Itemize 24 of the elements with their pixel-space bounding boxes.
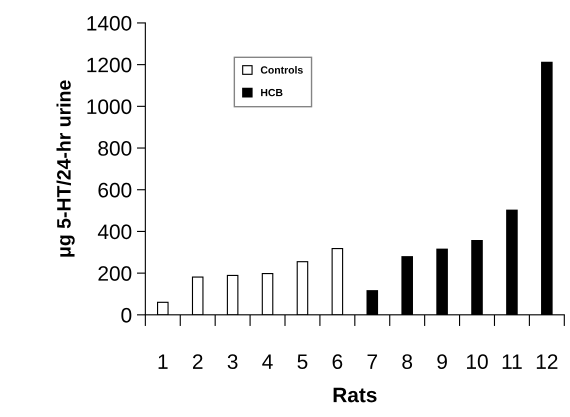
y-tick-label: 1400 bbox=[87, 16, 132, 31]
y-tick-label: 200 bbox=[98, 266, 132, 281]
y-tick-label: 1200 bbox=[87, 58, 132, 72]
y-tick-label: 800 bbox=[98, 141, 132, 156]
legend-label: HCB bbox=[261, 88, 282, 96]
x-tick-label: 4 bbox=[262, 354, 273, 369]
legend-label: Controls bbox=[260, 66, 303, 74]
x-tick-label: 3 bbox=[228, 354, 238, 370]
x-tick-label: 2 bbox=[192, 354, 202, 369]
x-tick-label: 1 bbox=[158, 354, 168, 369]
y-axis-title: μg 5-HT/24-hr urine bbox=[56, 80, 75, 257]
x-axis-title: Rats bbox=[334, 388, 377, 402]
y-tick-label: 400 bbox=[98, 224, 132, 240]
y-tick-label: 600 bbox=[98, 182, 132, 198]
x-tick-label: 5 bbox=[297, 354, 308, 370]
x-tick-label: 11 bbox=[502, 354, 522, 369]
x-tick-label: 6 bbox=[332, 354, 342, 370]
x-tick-label: 8 bbox=[402, 354, 412, 370]
x-tick-label: 9 bbox=[437, 354, 447, 370]
x-tick-label: 12 bbox=[536, 354, 558, 369]
y-tick-label: 0 bbox=[121, 308, 132, 323]
y-tick-label: 1000 bbox=[87, 99, 132, 114]
x-tick-label: 10 bbox=[467, 354, 488, 370]
x-tick-label: 7 bbox=[368, 354, 378, 369]
